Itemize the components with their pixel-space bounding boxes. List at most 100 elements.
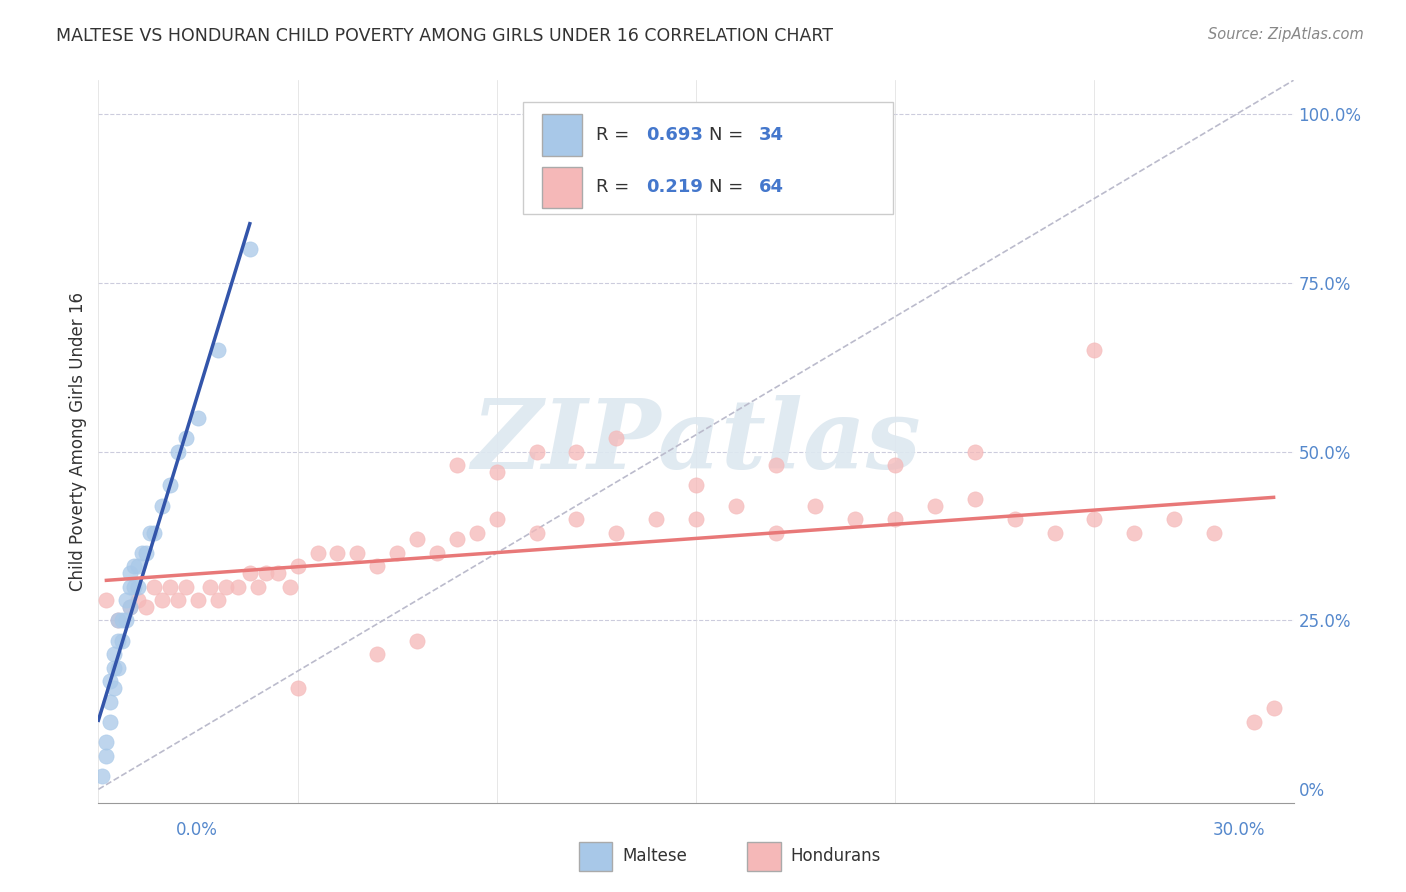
Point (96, 748, 118, 763)
Point (426, 546, 449, 560)
Point (103, 647, 125, 661)
Point (446, 458, 468, 472)
Point (120, 599, 142, 614)
Text: Maltese: Maltese (621, 847, 688, 865)
Point (844, 512, 866, 526)
Point (406, 633, 429, 648)
Point (326, 546, 349, 560)
Text: R =: R = (596, 178, 634, 196)
Point (385, 546, 409, 560)
Text: 0.693: 0.693 (645, 126, 703, 144)
Point (198, 580, 221, 594)
Point (124, 559, 146, 574)
FancyBboxPatch shape (541, 167, 582, 208)
Point (565, 512, 588, 526)
Point (107, 614, 129, 628)
FancyBboxPatch shape (523, 102, 893, 214)
Text: 0.219: 0.219 (645, 178, 703, 196)
Point (98, 714, 122, 729)
Point (135, 599, 157, 614)
Text: N =: N = (709, 178, 749, 196)
Point (187, 593, 209, 607)
Point (884, 458, 907, 472)
Point (207, 593, 229, 607)
Text: Hondurans: Hondurans (790, 847, 882, 865)
Text: ZIPatlas: ZIPatlas (471, 394, 921, 489)
Point (1083, 343, 1105, 358)
Point (446, 533, 468, 547)
Point (287, 559, 309, 574)
Point (239, 566, 262, 581)
Point (605, 431, 627, 445)
Point (1004, 512, 1026, 526)
Point (765, 458, 787, 472)
Text: 30.0%: 30.0% (1213, 821, 1265, 838)
Point (605, 525, 627, 540)
Point (804, 499, 827, 513)
Point (485, 512, 508, 526)
Point (167, 593, 190, 607)
Point (963, 444, 986, 458)
Point (127, 559, 149, 574)
Point (1243, 714, 1265, 729)
Point (103, 661, 125, 675)
Point (366, 647, 388, 661)
Point (226, 580, 249, 594)
Text: N =: N = (709, 126, 749, 144)
Point (120, 580, 142, 594)
Point (139, 525, 162, 540)
Point (1163, 512, 1185, 526)
Point (685, 478, 707, 492)
Point (143, 580, 166, 594)
Point (143, 525, 166, 540)
Point (526, 444, 548, 458)
Text: 64: 64 (759, 178, 785, 196)
Point (98, 674, 122, 689)
FancyBboxPatch shape (541, 114, 582, 155)
Point (207, 343, 229, 358)
Point (346, 546, 368, 560)
Text: R =: R = (596, 126, 634, 144)
Point (645, 512, 668, 526)
Point (96, 593, 118, 607)
Point (127, 593, 149, 607)
Point (254, 566, 277, 581)
Point (91, 769, 114, 783)
Point (111, 614, 134, 628)
Point (924, 499, 946, 513)
Point (1202, 525, 1225, 540)
Y-axis label: Child Poverty Among Girls Under 16: Child Poverty Among Girls Under 16 (69, 292, 87, 591)
Point (98, 694, 122, 708)
Point (135, 546, 157, 560)
Text: Source: ZipAtlas.com: Source: ZipAtlas.com (1208, 27, 1364, 42)
Point (526, 525, 548, 540)
Point (1263, 701, 1285, 715)
Point (246, 580, 269, 594)
Point (565, 444, 588, 458)
Point (103, 681, 125, 695)
Point (159, 580, 181, 594)
Text: 34: 34 (759, 126, 785, 144)
Point (884, 512, 907, 526)
Text: MALTESE VS HONDURAN CHILD POVERTY AMONG GIRLS UNDER 16 CORRELATION CHART: MALTESE VS HONDURAN CHILD POVERTY AMONG … (56, 27, 834, 45)
Point (174, 431, 197, 445)
Point (406, 533, 429, 547)
Point (167, 444, 190, 458)
Point (115, 614, 138, 628)
Text: 0.0%: 0.0% (176, 821, 218, 838)
Point (685, 512, 707, 526)
Point (765, 525, 787, 540)
Point (159, 478, 181, 492)
Point (150, 499, 173, 513)
Point (278, 580, 301, 594)
Point (485, 465, 508, 479)
Point (1043, 525, 1066, 540)
Point (111, 633, 134, 648)
Point (1123, 525, 1146, 540)
Point (96, 735, 118, 749)
Point (187, 411, 209, 425)
Point (724, 499, 747, 513)
Point (107, 661, 129, 675)
Point (215, 580, 238, 594)
Point (267, 566, 290, 581)
